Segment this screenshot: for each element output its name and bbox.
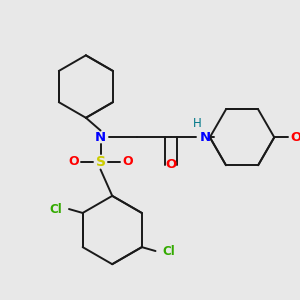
Text: N: N xyxy=(200,131,211,144)
Text: O: O xyxy=(165,158,176,171)
Text: Cl: Cl xyxy=(163,244,175,257)
Text: Cl: Cl xyxy=(49,202,62,216)
Text: O: O xyxy=(123,155,133,168)
Text: O: O xyxy=(68,155,79,168)
Text: N: N xyxy=(95,131,106,144)
Text: H: H xyxy=(193,117,202,130)
Text: O: O xyxy=(290,131,300,144)
Text: S: S xyxy=(95,155,106,169)
